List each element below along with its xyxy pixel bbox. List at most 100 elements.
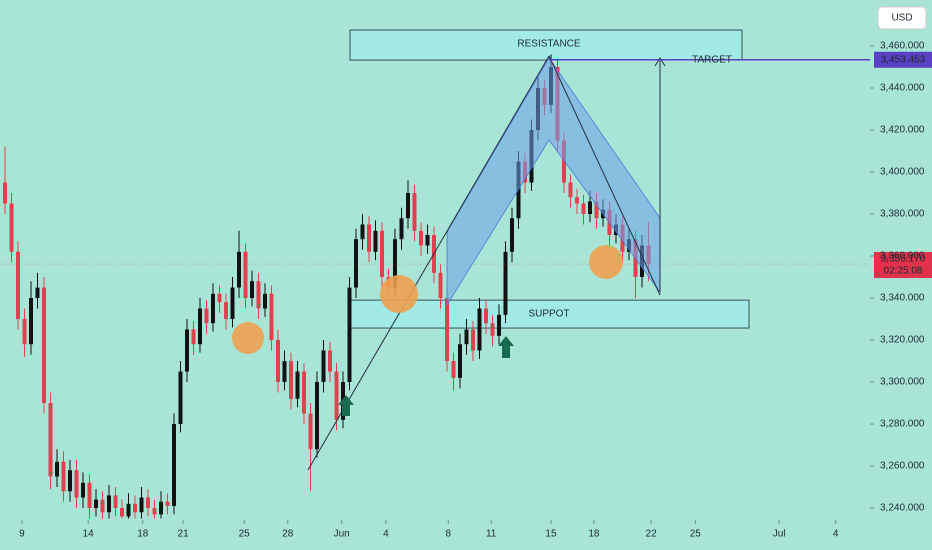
candle-body	[217, 293, 222, 303]
candle-body	[327, 350, 332, 372]
y-tick-label: 3,340.000	[880, 293, 925, 304]
candle-body	[457, 344, 462, 378]
candle-body	[236, 251, 241, 288]
channel	[446, 57, 661, 307]
candle-body	[301, 371, 306, 414]
candle-body	[353, 239, 358, 288]
candle-body	[204, 308, 209, 324]
x-tick-label: 15	[545, 529, 557, 540]
candle-body	[490, 323, 495, 336]
candle-body	[269, 293, 274, 341]
candle-body	[399, 218, 404, 240]
zone	[349, 299, 750, 329]
plot-area	[0, 29, 870, 519]
y-tick-label: 3,240.000	[880, 503, 925, 514]
candle-body	[120, 508, 125, 517]
candle-body	[360, 224, 365, 240]
up-arrow	[498, 336, 514, 358]
marker-circle	[380, 275, 418, 313]
target-value-label: 3,453.453	[881, 54, 926, 65]
candle-body	[366, 224, 371, 252]
countdown: 02:25:08	[884, 266, 923, 277]
candle-body	[295, 371, 300, 399]
candle-body	[243, 251, 248, 299]
candle-body	[464, 329, 469, 345]
candle-body	[146, 497, 151, 509]
candle-body	[223, 302, 228, 320]
candle-body	[308, 413, 313, 450]
y-tick-label: 3,320.000	[880, 335, 925, 346]
candle-body	[405, 193, 410, 219]
candle-body	[139, 497, 144, 513]
candle-body	[55, 461, 60, 477]
candle-body	[107, 495, 112, 513]
candle-body	[16, 251, 21, 320]
candle-body	[288, 361, 293, 399]
candle-body	[197, 308, 202, 345]
candle-body	[81, 482, 86, 498]
candle-body	[172, 424, 176, 506]
candle-body	[184, 329, 189, 372]
candle-body	[379, 230, 384, 278]
candle-body	[425, 235, 430, 246]
candle-body	[178, 371, 183, 425]
x-tick-label: 21	[178, 529, 190, 540]
candle-body	[42, 287, 47, 404]
target-label: TARGET	[692, 54, 732, 65]
y-tick-label: 3,440.000	[880, 83, 925, 94]
candle-body	[503, 251, 508, 315]
y-tick-label: 3,460.000	[880, 41, 925, 52]
candle-body	[321, 350, 326, 383]
x-tick-label: 28	[282, 529, 294, 540]
trend-line	[548, 55, 661, 296]
candle-body	[100, 499, 105, 513]
candle-body	[68, 470, 73, 492]
marker-circle	[232, 322, 264, 354]
candle-body	[282, 361, 287, 383]
candle-body	[87, 482, 92, 509]
y-tick-label: 3,400.000	[880, 167, 925, 178]
target-tag	[874, 51, 932, 68]
candle-body	[412, 193, 417, 231]
candle-body	[29, 298, 34, 345]
x-tick-label: Jun	[334, 529, 350, 540]
currency-box	[877, 6, 927, 30]
candle-body	[587, 201, 592, 215]
last-price-label: 3,356.170	[881, 254, 926, 265]
x-tick-label: 25	[239, 529, 251, 540]
candle-body	[275, 340, 280, 383]
candle-body	[483, 308, 488, 324]
y-tick-label: 3,300.000	[880, 377, 925, 388]
candle-body	[581, 203, 586, 215]
candle-body	[230, 287, 235, 320]
up-arrow	[338, 395, 354, 416]
candle-body	[133, 503, 138, 513]
y-tick-label: 3,380.000	[880, 209, 925, 220]
candle-body	[418, 230, 423, 246]
candle-body	[392, 239, 397, 288]
candle-body	[438, 272, 443, 299]
x-tick-label: 4	[383, 529, 389, 540]
candle-body	[126, 503, 131, 517]
candle-body	[561, 140, 566, 183]
candle-body	[373, 230, 378, 252]
candle-body	[314, 382, 319, 450]
x-tick-label: 25	[690, 529, 702, 540]
currency: USD	[891, 13, 912, 24]
zone-label: SUPPOT	[528, 309, 569, 320]
x-tick-label: 18	[588, 529, 600, 540]
y-tick-label: 3,280.000	[880, 419, 925, 430]
candle-body	[509, 218, 514, 252]
x-tick-label: 18	[137, 529, 149, 540]
candle-body	[451, 361, 456, 378]
candle-body	[191, 329, 196, 345]
candle-body	[444, 298, 449, 362]
candle-body	[262, 293, 267, 309]
candle-body	[48, 403, 53, 477]
zone-label: RESISTANCE	[517, 39, 580, 50]
candle-body	[249, 281, 254, 299]
candle-body	[113, 495, 118, 509]
drawings	[232, 55, 666, 471]
candle-body	[61, 461, 66, 492]
